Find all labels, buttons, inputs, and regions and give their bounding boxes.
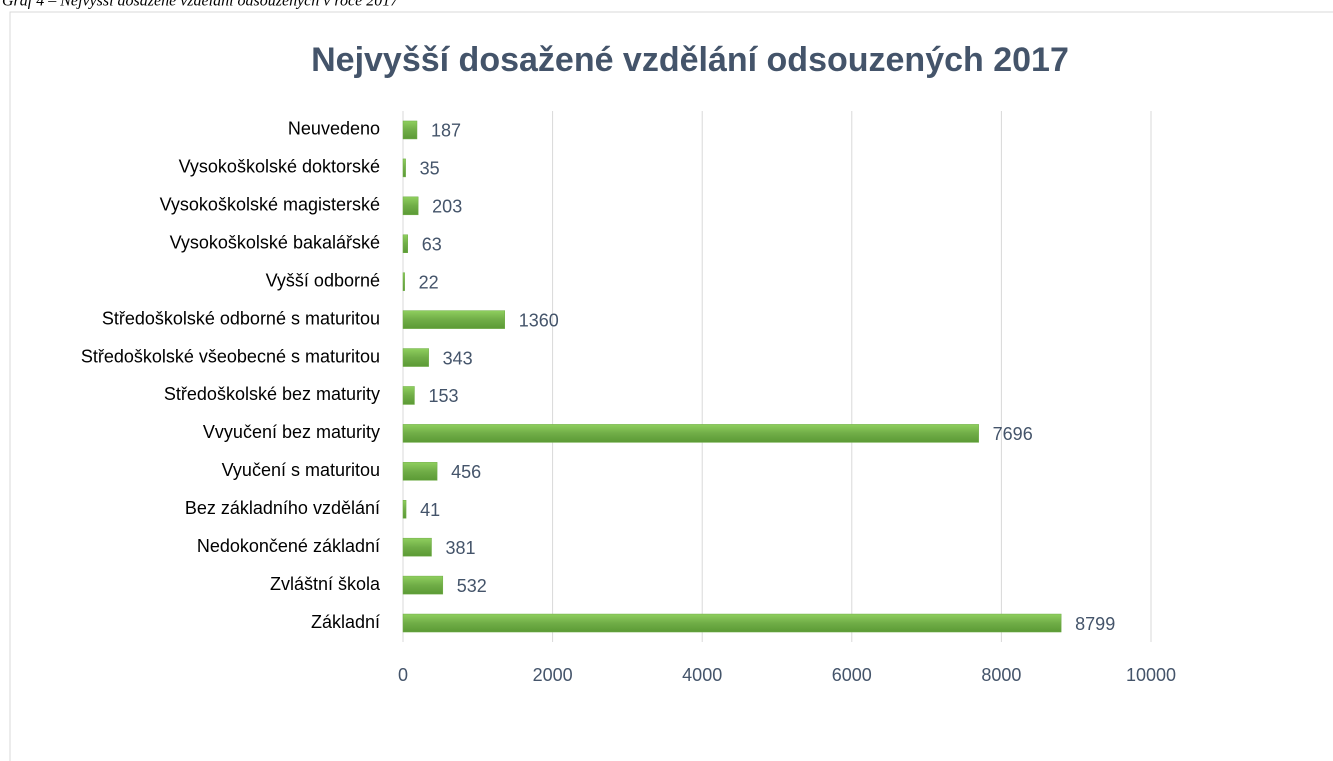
value-label: 343 [443, 348, 473, 368]
y-tick-label: Vvyučení bez maturity [203, 422, 380, 442]
y-tick-label: Vysokoškolské bakalářské [170, 233, 380, 253]
value-label: 8799 [1075, 614, 1115, 634]
x-tick-label: 0 [398, 665, 408, 685]
x-tick-label: 4000 [682, 665, 722, 685]
bar [402, 500, 407, 519]
value-label: 456 [451, 462, 481, 482]
x-tick-label: 6000 [832, 665, 872, 685]
x-tick-label: 10000 [1126, 665, 1176, 685]
bar [402, 424, 979, 443]
bar [402, 120, 418, 140]
value-label: 1360 [519, 310, 559, 330]
y-tick-label: Vysokoškolské doktorské [179, 157, 380, 177]
bar [402, 234, 408, 253]
caption: Graf 4 – Nejvyšší dosažené vzdělání odso… [2, 0, 399, 10]
y-tick-label: Vysokoškolské magisterské [160, 195, 380, 215]
value-label: 63 [422, 235, 442, 255]
value-label: 7696 [993, 424, 1033, 444]
bar [402, 537, 432, 557]
bar [402, 462, 438, 481]
x-tick-label: 2000 [533, 665, 573, 685]
chart-frame [9, 11, 1333, 761]
y-tick-label: Středoškolské bez maturity [164, 384, 380, 404]
value-label: 22 [419, 272, 439, 292]
y-tick-label: Neuvedeno [288, 119, 380, 139]
y-tick-label: Nedokončené základní [197, 536, 380, 556]
bar [402, 575, 444, 595]
bar [402, 272, 405, 291]
chart-title: Nejvyšší dosažené vzdělání odsouzených 2… [311, 41, 1069, 79]
x-tick-label: 8000 [981, 665, 1021, 685]
y-tick-label: Základní [311, 612, 380, 632]
y-tick-label: Středoškolské všeobecné s maturitou [81, 346, 380, 366]
value-label: 381 [445, 538, 475, 558]
value-label: 532 [457, 576, 487, 596]
bar [402, 310, 505, 329]
bar [402, 196, 419, 216]
value-label: 41 [420, 500, 440, 520]
bar [402, 348, 429, 367]
value-label: 187 [431, 121, 461, 141]
y-tick-label: Zvláštní škola [270, 574, 381, 594]
bar [402, 613, 1062, 633]
value-label: 203 [432, 197, 462, 217]
bar [402, 158, 406, 178]
y-tick-label: Vyučení s maturitou [222, 460, 380, 480]
y-tick-label: Bez základního vzdělání [185, 498, 380, 518]
y-tick-label: Středoškolské odborné s maturitou [102, 308, 380, 328]
bar [402, 386, 415, 405]
value-label: 35 [420, 159, 440, 179]
y-tick-label: Vyšší odborné [266, 270, 380, 290]
value-label: 153 [428, 386, 458, 406]
